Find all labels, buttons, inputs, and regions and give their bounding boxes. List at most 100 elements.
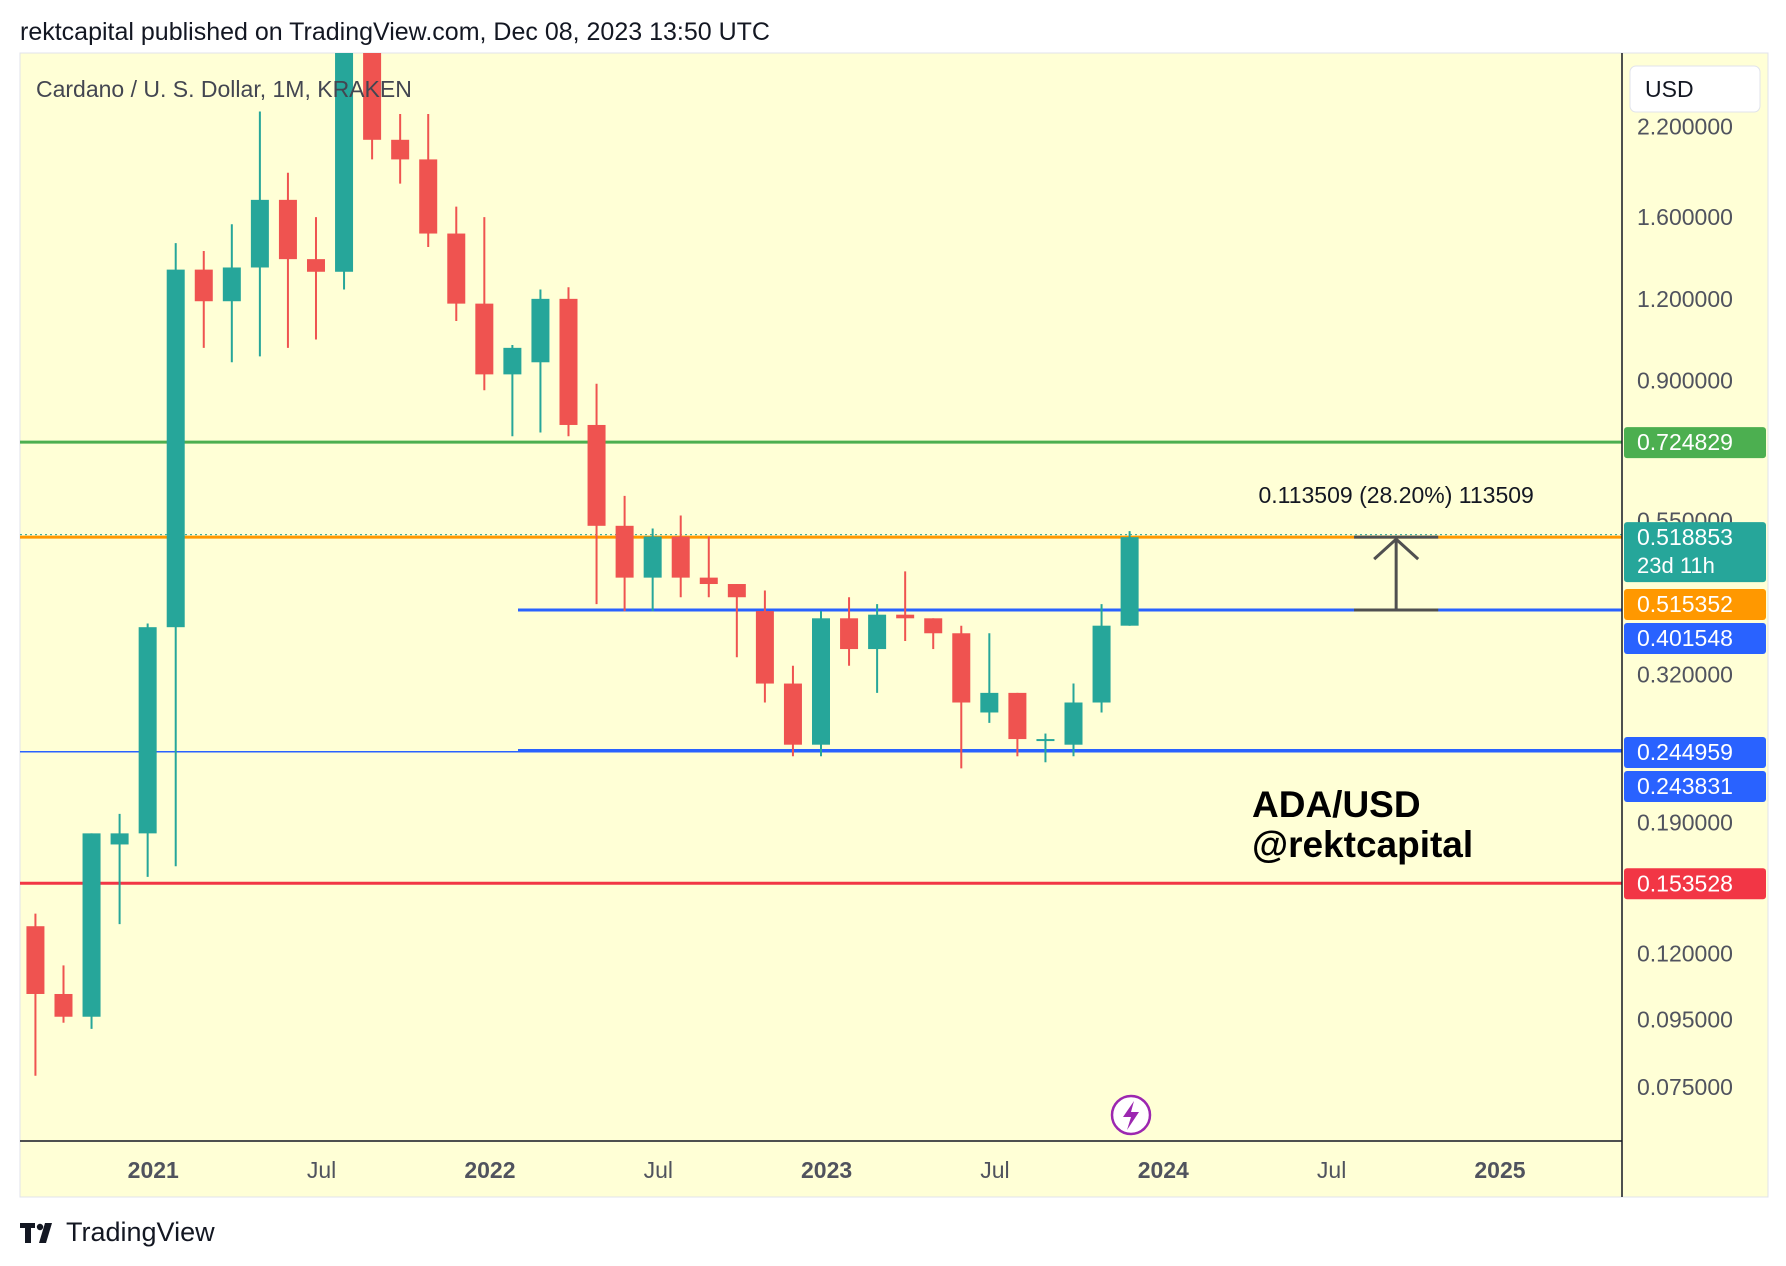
- candle-body: [82, 833, 101, 1017]
- y-tick-label: 1.200000: [1637, 286, 1733, 312]
- candle-body: [559, 298, 578, 425]
- measure-tool[interactable]: 0.113509 (28.20%) 113509: [1258, 482, 1534, 612]
- candle-5[interactable]: [166, 243, 185, 867]
- candle-body: [531, 298, 550, 363]
- candle-3[interactable]: [110, 813, 129, 925]
- chart-background: [19, 52, 1769, 1198]
- measure-label: 0.113509 (28.20%) 113509: [1258, 482, 1533, 508]
- candle-20[interactable]: [587, 383, 606, 605]
- candle-23[interactable]: [671, 515, 690, 598]
- candle-17[interactable]: [503, 345, 522, 437]
- candle-body: [755, 611, 774, 684]
- candle-13[interactable]: [391, 113, 410, 184]
- candle-38[interactable]: [1092, 604, 1111, 713]
- candle-21[interactable]: [615, 495, 634, 612]
- candle-body: [475, 303, 494, 375]
- candle-body: [587, 424, 606, 526]
- candle-body: [166, 269, 185, 628]
- tradingview-footer[interactable]: TradingView: [20, 1217, 215, 1248]
- x-tick-label: 2022: [464, 1157, 515, 1183]
- candle-body: [110, 833, 129, 845]
- candle-body: [306, 259, 325, 272]
- candle-26[interactable]: [755, 590, 774, 703]
- candle-36[interactable]: [1036, 733, 1055, 763]
- candle-27[interactable]: [783, 665, 802, 757]
- y-tick-label: 0.120000: [1637, 940, 1733, 966]
- candle-8[interactable]: [250, 111, 269, 357]
- price-badge-bg: [1624, 737, 1766, 768]
- y-tick-label: 0.900000: [1637, 368, 1733, 394]
- candle-body: [980, 692, 999, 713]
- candle-body: [138, 627, 157, 834]
- candle-12[interactable]: [363, 29, 382, 160]
- candle-body: [783, 683, 802, 745]
- candle-body: [643, 536, 662, 578]
- candle-7[interactable]: [222, 224, 241, 363]
- price-badge-0.724829[interactable]: 0.724829: [1624, 427, 1766, 459]
- chart-title: Cardano / U. S. Dollar, 1M, KRAKEN: [36, 76, 412, 102]
- candle-16[interactable]: [475, 217, 494, 391]
- candle-2[interactable]: [82, 833, 101, 1029]
- candle-11[interactable]: [335, 43, 354, 290]
- candle-24[interactable]: [699, 536, 718, 598]
- candle-body: [447, 233, 466, 304]
- candle-body: [250, 199, 269, 268]
- candle-28[interactable]: [812, 611, 830, 757]
- candle-37[interactable]: [1064, 683, 1083, 757]
- currency-button-bg: [1629, 65, 1761, 113]
- candle-body: [671, 536, 690, 578]
- candle-15[interactable]: [447, 206, 466, 322]
- price-badge-value: 0.153528: [1637, 870, 1733, 896]
- candle-10[interactable]: [306, 217, 325, 340]
- candle-0[interactable]: [26, 913, 45, 1076]
- candle-4[interactable]: [138, 623, 157, 877]
- candle-1[interactable]: [54, 965, 73, 1023]
- currency-button-label: USD: [1645, 76, 1694, 102]
- price-badge-0.153528[interactable]: 0.153528: [1624, 868, 1766, 900]
- price-badge-0.515352[interactable]: 0.515352: [1624, 589, 1766, 620]
- candle-body: [419, 159, 438, 234]
- current-price-countdown: 23d 11h: [1637, 553, 1715, 578]
- candle-29[interactable]: [840, 597, 859, 666]
- candle-25[interactable]: [727, 584, 746, 658]
- candle-body: [194, 269, 213, 302]
- candle-body: [503, 347, 522, 375]
- candle-34[interactable]: [980, 633, 999, 723]
- candle-body: [868, 614, 887, 650]
- price-badge-0.243831[interactable]: 0.243831: [1624, 771, 1766, 802]
- y-tick-label: 0.075000: [1637, 1074, 1733, 1100]
- candle-body: [26, 926, 45, 994]
- watermark-line-1: ADA/USD: [1252, 784, 1421, 825]
- candle-31[interactable]: [896, 571, 915, 642]
- candle-9[interactable]: [278, 172, 297, 348]
- candle-22[interactable]: [643, 528, 662, 612]
- candle-6[interactable]: [194, 251, 213, 348]
- candle-body: [1064, 702, 1083, 745]
- candle-body: [335, 53, 354, 272]
- candle-35[interactable]: [1008, 692, 1027, 757]
- y-tick-label: 0.190000: [1637, 810, 1733, 836]
- published-header: rektcapital published on TradingView.com…: [20, 18, 770, 46]
- price-badge-bg: [1624, 771, 1766, 802]
- candle-19[interactable]: [559, 287, 578, 437]
- currency-button[interactable]: USD: [1629, 65, 1761, 113]
- measure-arrow-head: [1373, 537, 1420, 561]
- candle-33[interactable]: [952, 625, 971, 769]
- y-tick-label: 0.095000: [1637, 1007, 1733, 1033]
- price-badge-value: 0.244959: [1637, 739, 1733, 765]
- watermark-line-2: @rektcapital: [1252, 824, 1473, 865]
- candle-18[interactable]: [531, 289, 550, 433]
- price-badge-0.518853[interactable]: 0.518853 23d 11h: [1624, 522, 1766, 583]
- candle-body: [952, 633, 971, 703]
- candle-32[interactable]: [924, 618, 943, 650]
- candle-30[interactable]: [868, 604, 887, 693]
- candle-14[interactable]: [419, 113, 438, 248]
- price-badge-value: 0.724829: [1637, 429, 1733, 455]
- x-tick-label: Jul: [980, 1157, 1009, 1183]
- price-badge-0.244959[interactable]: 0.244959: [1624, 737, 1766, 768]
- x-tick-label: 2023: [801, 1157, 852, 1183]
- lightning-event-icon[interactable]: [1110, 1094, 1152, 1136]
- candle-39[interactable]: [1120, 531, 1139, 626]
- price-badge-0.401548[interactable]: 0.401548: [1624, 623, 1766, 654]
